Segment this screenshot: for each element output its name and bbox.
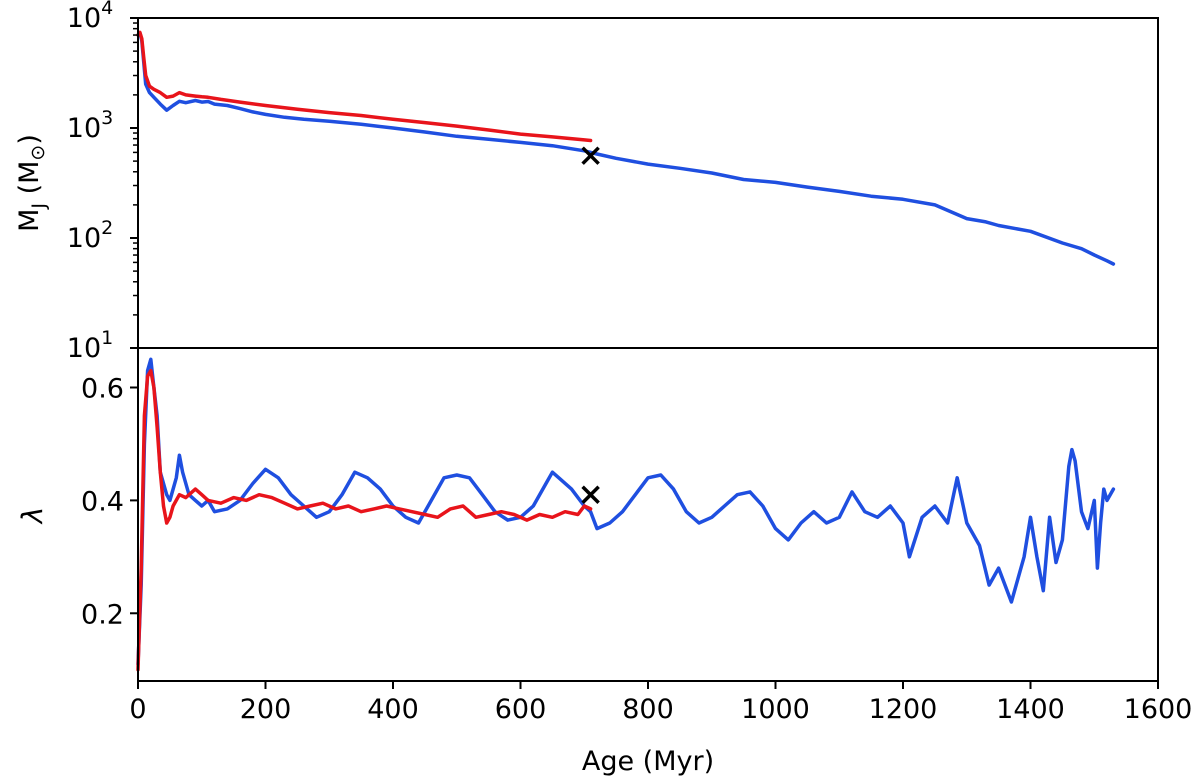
bottom-ytick-label: 0.6 <box>81 374 124 405</box>
bottom-series-1-line <box>136 368 593 672</box>
xtick-label: 800 <box>622 694 674 725</box>
xtick-label: 600 <box>495 694 547 725</box>
bottom-marker <box>581 485 600 504</box>
top-x-marker <box>581 146 600 165</box>
xtick-label: 1600 <box>1124 694 1193 725</box>
top-series-0-line <box>136 31 1116 266</box>
top-ytick-label: 101 <box>67 327 113 364</box>
bottom-series-group <box>136 357 1116 672</box>
top-marker <box>581 146 600 165</box>
top-ytick-label: 103 <box>67 107 113 144</box>
bottom-axes-frame <box>137 347 1159 682</box>
bottom-yaxis-ticks: 0.2 0.4 0.6 <box>81 374 138 630</box>
top-axes-frame <box>137 17 1159 349</box>
bottom-ylabel: λ <box>16 507 49 526</box>
xlabel: Age (Myr) <box>582 746 714 777</box>
xtick-label: 1400 <box>996 694 1065 725</box>
top-series-group <box>136 30 1116 266</box>
bottom-ytick-label: 0.4 <box>81 486 124 517</box>
bottom-ytick-label: 0.2 <box>81 599 124 630</box>
bottom-x-marker <box>581 485 600 504</box>
xtick-label: 1200 <box>869 694 938 725</box>
xtick-label: 200 <box>240 694 292 725</box>
bottom-panel: 0.20.40.6 0 200 400 600 800 1000 1200 1400 1600 … <box>16 347 1192 777</box>
top-ytick-label: 102 <box>67 217 113 254</box>
xtick-label: 0 <box>129 694 146 725</box>
xtick-label: 400 <box>367 694 419 725</box>
top-series-1-line <box>136 30 593 143</box>
top-yaxis-ticks: 101 102 103 104 <box>67 0 138 364</box>
top-ytick-label: 104 <box>67 0 113 34</box>
top-panel: 101 102 103 104 MJ (M⊙) <box>14 0 1159 364</box>
top-ylabel: MJ (M⊙) <box>14 134 50 232</box>
bottom-series-0-line <box>136 357 1116 666</box>
xtick-label: 1000 <box>741 694 810 725</box>
xaxis-ticks: 0 200 400 600 800 1000 1200 1400 1600 <box>129 681 1192 725</box>
